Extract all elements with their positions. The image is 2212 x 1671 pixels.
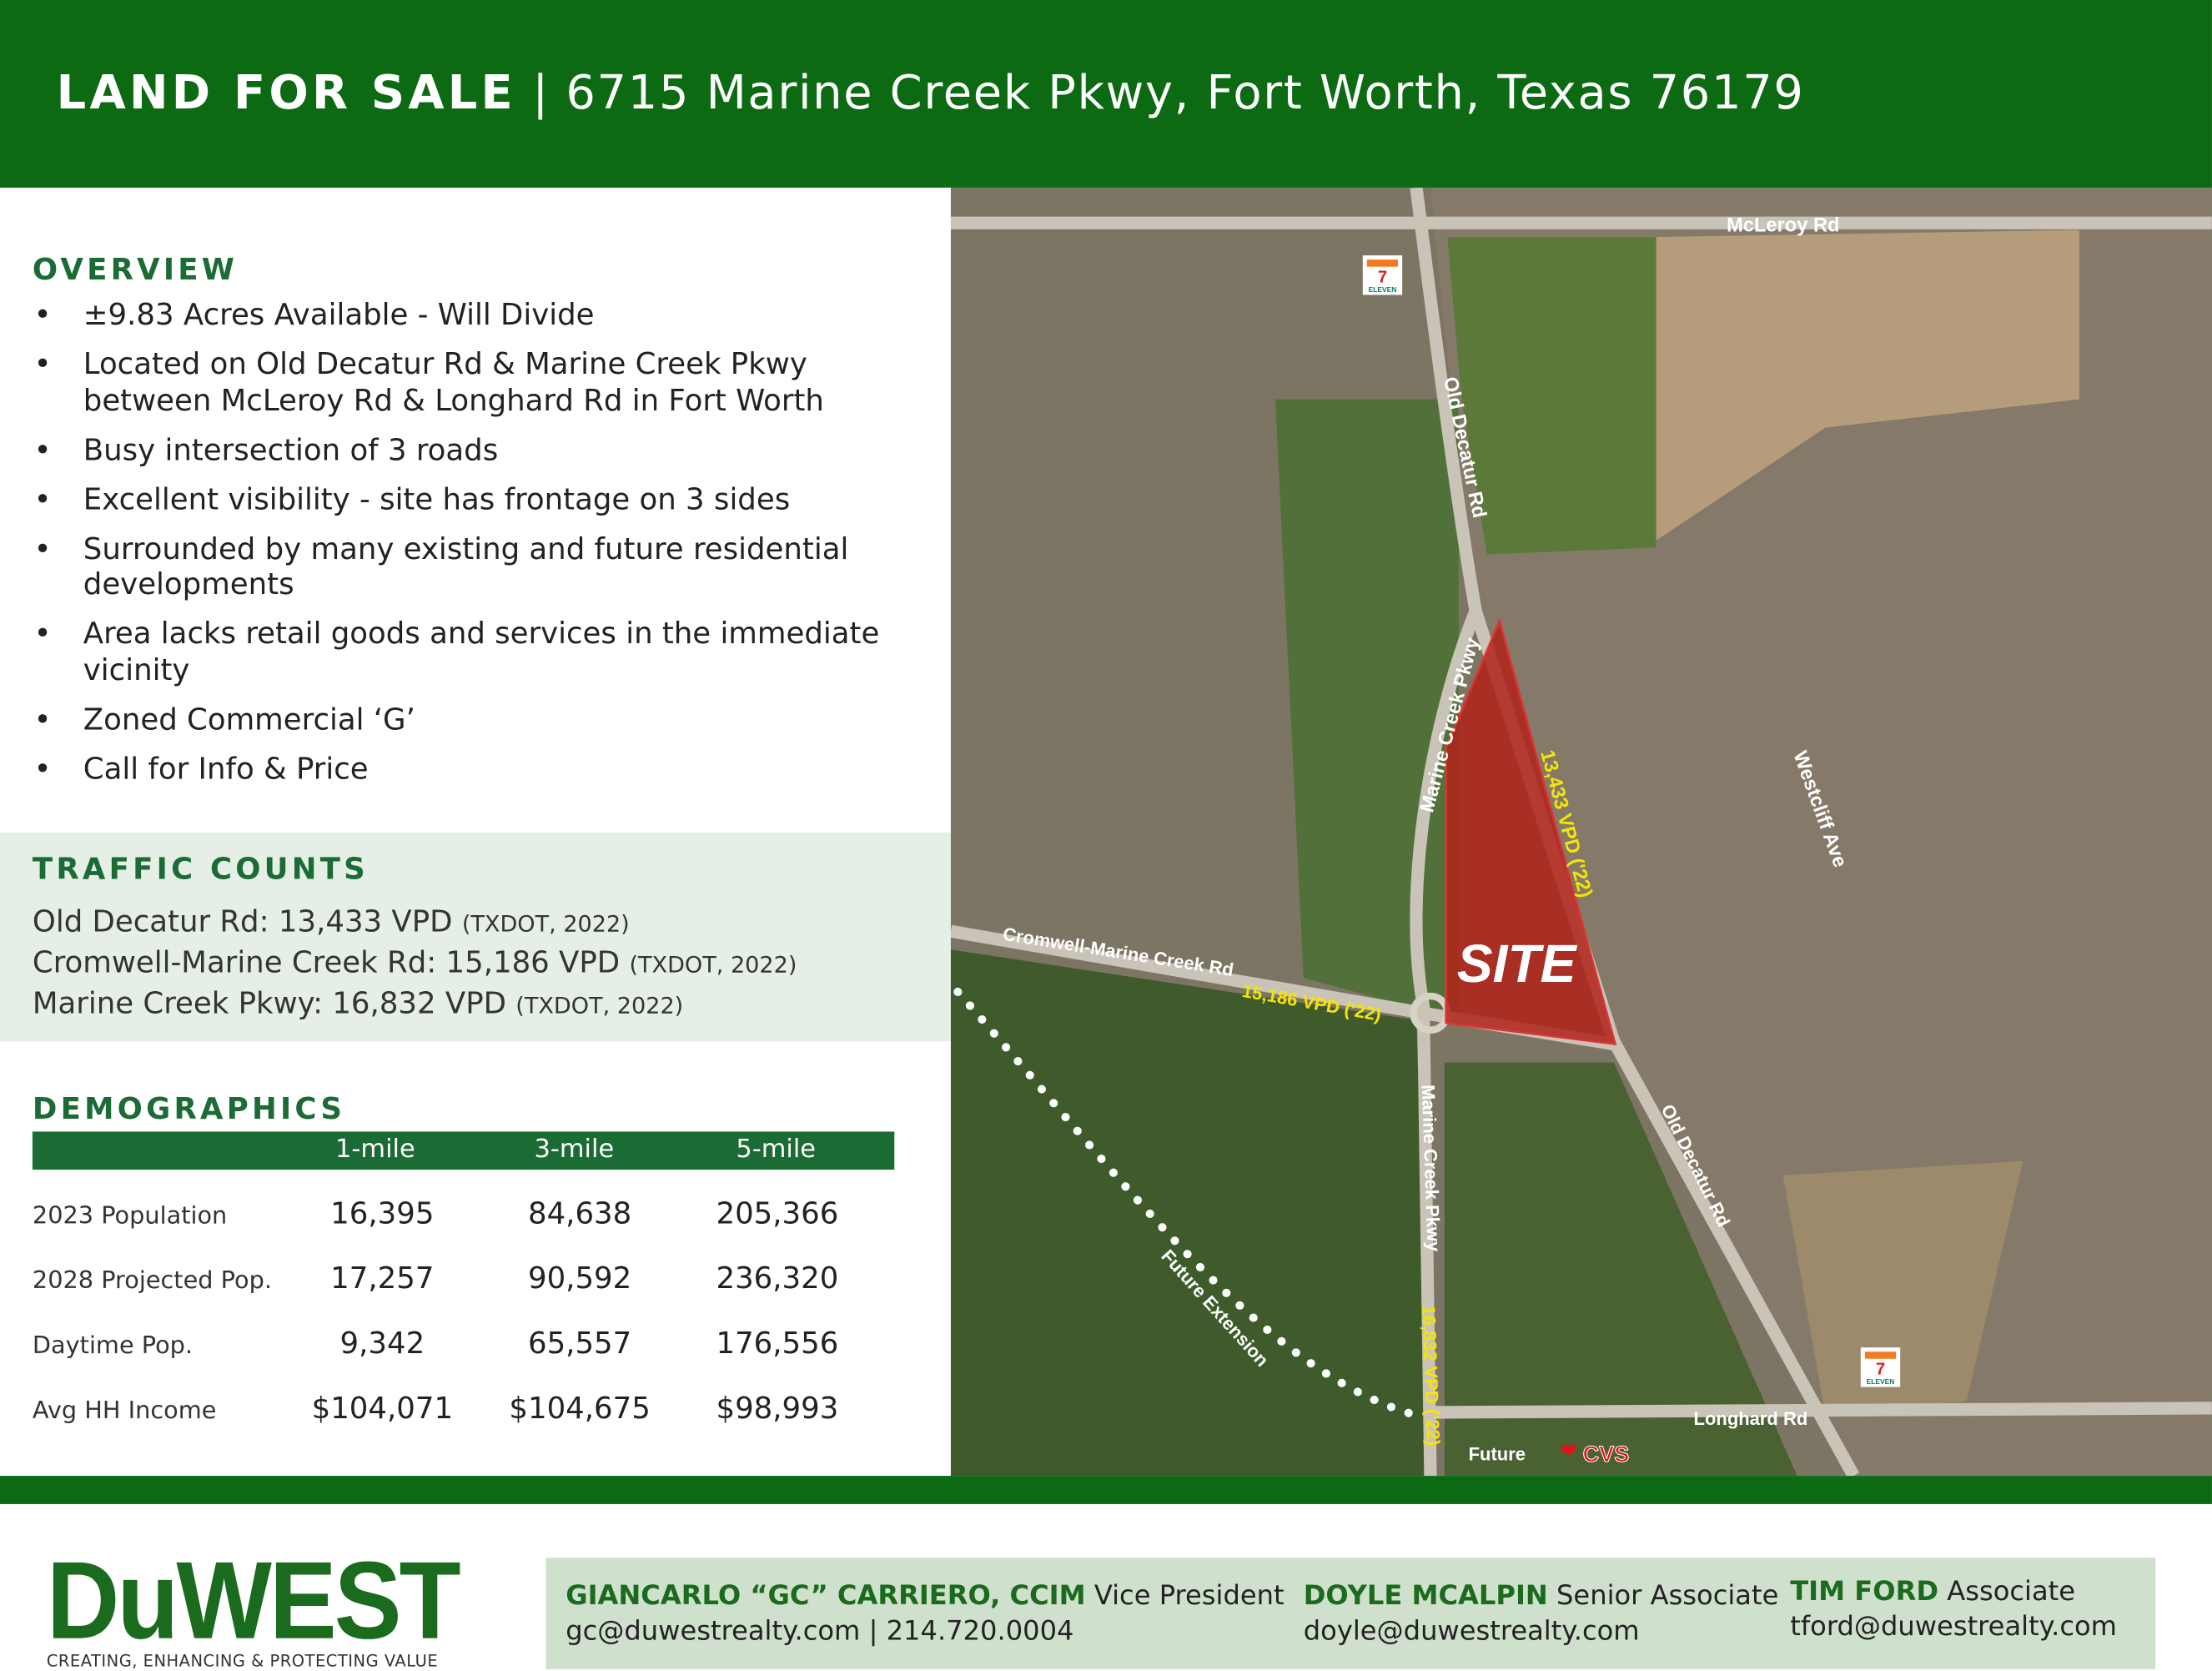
traffic-source: (TXDOT, 2022) <box>461 909 630 938</box>
contact-name: TIM FORD <box>1790 1576 1939 1608</box>
forest-area <box>950 949 1430 1477</box>
svg-text:ELEVEN: ELEVEN <box>1369 285 1397 294</box>
list-item: Located on Old Decatur Rd & Marine Creek… <box>31 347 933 419</box>
overview-heading: OVERVIEW <box>32 252 239 287</box>
title-separator: | <box>532 64 550 120</box>
logo-tagline: CREATING, ENHANCING & PROTECTING VALUE <box>46 1650 439 1671</box>
table-row: 2023 Population 16,395 84,638 205,366 <box>33 1196 894 1239</box>
contact-email[interactable]: doyle@duwestrealty.com <box>1303 1615 1640 1647</box>
row-label: 2023 Population <box>32 1201 228 1231</box>
traffic-row: Cromwell-Marine Creek Rd: 15,186 VPD (TX… <box>33 945 797 979</box>
list-item: Call for Info & Price <box>31 752 933 788</box>
contact-title: Associate <box>1947 1576 2076 1608</box>
road-longhard <box>1430 1402 2212 1419</box>
header-banner: LAND FOR SALE | 6715 Marine Creek Pkwy, … <box>0 0 2212 188</box>
demographics-header-row: 1-mile 3-mile 5-mile <box>32 1131 895 1170</box>
contact-name: DOYLE MCALPIN <box>1303 1580 1548 1612</box>
column-header: 1-mile <box>335 1134 415 1165</box>
traffic-section: TRAFFIC COUNTS Old Decatur Rd: 13,433 VP… <box>0 832 951 1042</box>
label-longhard: Longhard Rd <box>1694 1408 1808 1429</box>
contact-title: Senior Associate <box>1556 1580 1779 1612</box>
label-vpd-marine-creek: 16,832 VPD ('22) <box>1418 1305 1444 1447</box>
title-address: 6715 Marine Creek Pkwy, Fort Worth, Texa… <box>566 64 1805 120</box>
table-row: 2028 Projected Pop. 17,257 90,592 236,320 <box>33 1261 894 1304</box>
column-header: 3-mile <box>534 1134 615 1165</box>
table-cell: $104,071 <box>311 1391 454 1426</box>
contact-email-phone[interactable]: gc@duwestrealty.com | 214.720.0004 <box>566 1615 1074 1647</box>
site-label: SITE <box>1457 934 1578 994</box>
aerial-map: SITE McLeroy Rd Old Decatur Rd Marine Cr… <box>950 187 2212 1477</box>
label-future: Future <box>1469 1443 1526 1464</box>
row-label: Daytime Pop. <box>32 1331 194 1361</box>
table-cell: 176,556 <box>716 1326 839 1361</box>
traffic-row: Marine Creek Pkwy: 16,832 VPD (TXDOT, 20… <box>33 986 683 1020</box>
contact-name: GIANCARLO “GC” CARRIERO, CCIM <box>566 1580 1086 1612</box>
traffic-heading: TRAFFIC COUNTS <box>32 852 369 887</box>
list-item: Area lacks retail goods and services in … <box>31 617 933 688</box>
label-mcleroy: McLeroy Rd <box>1727 214 1839 236</box>
demographics-heading: DEMOGRAPHICS <box>32 1092 346 1126</box>
table-cell: 65,557 <box>527 1326 632 1361</box>
table-cell: 84,638 <box>527 1196 632 1231</box>
divider-bar <box>0 1476 2212 1504</box>
table-cell: $98,993 <box>716 1391 839 1426</box>
traffic-row: Old Decatur Rd: 13,433 VPD (TXDOT, 2022) <box>33 904 630 939</box>
contact-title: Vice President <box>1093 1580 1284 1612</box>
table-cell: 205,366 <box>716 1196 839 1231</box>
row-label: 2028 Projected Pop. <box>32 1266 272 1296</box>
page-title: LAND FOR SALE | 6715 Marine Creek Pkwy, … <box>57 65 1805 120</box>
road-old-decatur <box>1410 187 1860 1477</box>
logo-wordmark: DuWEST <box>46 1538 461 1663</box>
table-cell: 16,395 <box>330 1196 435 1231</box>
svg-text:7: 7 <box>1876 1360 1885 1378</box>
future-extension-line <box>953 987 1421 1420</box>
roads <box>950 187 2212 1477</box>
svg-text:ELEVEN: ELEVEN <box>1867 1377 1895 1386</box>
contact-email[interactable]: tford@duwestrealty.com <box>1790 1611 2117 1643</box>
overview-list: ±9.83 Acres Available - Will Divide Loca… <box>31 298 933 801</box>
title-bold: LAND FOR SALE <box>56 64 516 120</box>
traffic-road: Old Decatur Rd: 13,433 VPD <box>32 904 453 939</box>
table-row: Avg HH Income $104,071 $104,675 $98,993 <box>33 1392 894 1434</box>
heart-icon: ❤ <box>1561 1441 1577 1462</box>
table-cell: 9,342 <box>339 1326 425 1361</box>
duwest-logo: DuWEST CREATING, ENHANCING & PROTECTING … <box>46 1538 495 1671</box>
table-row: Daytime Pop. 9,342 65,557 176,556 <box>33 1326 894 1369</box>
forest-area-east <box>1444 1062 1797 1477</box>
list-item: ±9.83 Acres Available - Will Divide <box>31 298 933 334</box>
list-item: Busy intersection of 3 roads <box>31 432 933 468</box>
info-panel: OVERVIEW ±9.83 Acres Available - Will Di… <box>0 187 951 1477</box>
column-header: 5-mile <box>736 1134 817 1165</box>
table-cell: 90,592 <box>527 1261 632 1296</box>
contact-ford: TIM FORD Associate tford@duwestrealty.com <box>1790 1576 2117 1642</box>
lot-area <box>1782 1160 2023 1416</box>
list-item: Zoned Commercial ‘G’ <box>31 702 933 737</box>
field-area <box>1447 237 1656 555</box>
traffic-source: (TXDOT, 2022) <box>515 991 684 1019</box>
contact-box: GIANCARLO “GC” CARRIERO, CCIM Vice Presi… <box>545 1558 2156 1669</box>
table-cell: 236,320 <box>716 1261 839 1296</box>
map-graphic: SITE McLeroy Rd Old Decatur Rd Marine Cr… <box>950 187 2212 1477</box>
traffic-source: (TXDOT, 2022) <box>629 950 797 979</box>
construction-area <box>1656 229 2079 541</box>
row-label: Avg HH Income <box>32 1397 217 1426</box>
label-cvs: CVS <box>1583 1442 1630 1467</box>
table-cell: $104,675 <box>509 1391 651 1426</box>
road-marine-creek <box>1410 608 1482 1477</box>
traffic-road: Cromwell-Marine Creek Rd: 15,186 VPD <box>32 945 621 979</box>
green-strip <box>1274 399 1459 1020</box>
contact-mcalpin: DOYLE MCALPIN Senior Associate doyle@duwe… <box>1304 1580 1779 1646</box>
traffic-road: Marine Creek Pkwy: 16,832 VPD <box>32 986 506 1020</box>
list-item: Excellent visibility - site has frontage… <box>31 482 933 518</box>
svg-text:7: 7 <box>1378 268 1387 286</box>
table-cell: 17,257 <box>330 1261 435 1296</box>
contact-carriero: GIANCARLO “GC” CARRIERO, CCIM Vice Presi… <box>566 1580 1284 1646</box>
site-parcel <box>1445 617 1617 1046</box>
list-item: Surrounded by many existing and future r… <box>31 531 933 603</box>
